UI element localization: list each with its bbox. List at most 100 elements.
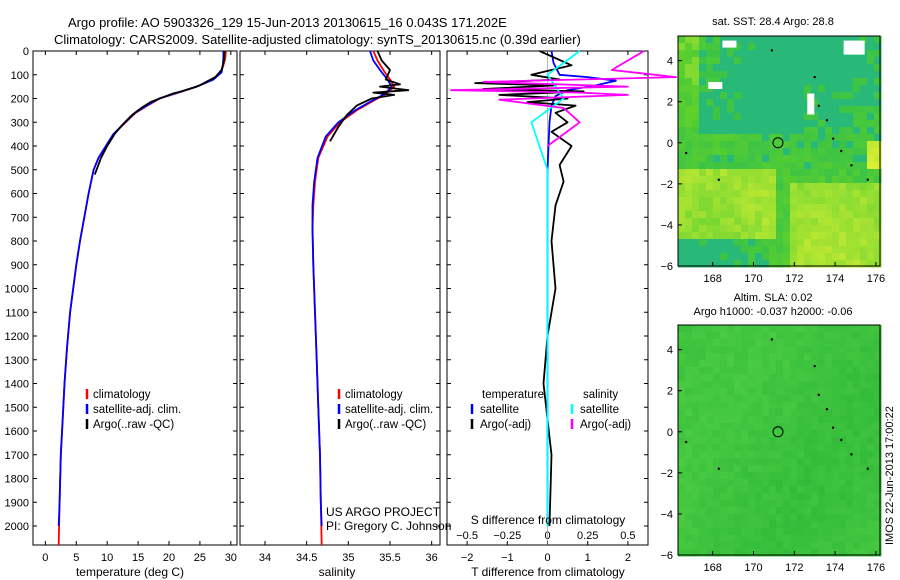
y-tick-label: −4	[660, 220, 673, 232]
map-cell	[818, 346, 826, 354]
map-cell	[678, 78, 686, 86]
map-cell	[797, 514, 805, 522]
map-cell	[727, 183, 735, 191]
map-cell	[874, 346, 882, 354]
map-cell	[685, 423, 693, 431]
map-cell	[678, 465, 686, 473]
map-cell	[867, 155, 875, 163]
map-cell	[734, 211, 742, 219]
map-cell	[867, 542, 875, 550]
map-cell	[741, 253, 749, 261]
map-cell	[839, 134, 847, 142]
map-cell	[748, 85, 756, 93]
map-cell	[713, 367, 721, 375]
map-cell	[790, 549, 798, 557]
map-cell	[818, 332, 826, 340]
map-cell	[804, 542, 812, 550]
map-cell	[741, 141, 749, 149]
map-cell	[797, 535, 805, 543]
map-cell	[832, 409, 840, 417]
map-cell	[790, 71, 798, 79]
map-cell	[734, 416, 742, 424]
map-cell	[699, 134, 707, 142]
map-cell	[734, 360, 742, 368]
map-cell	[846, 204, 854, 212]
map-cell	[832, 360, 840, 368]
map-cell	[832, 246, 840, 254]
map-cell	[783, 176, 791, 184]
map-cell	[727, 402, 735, 410]
map-cell	[846, 416, 854, 424]
map-cell	[804, 507, 812, 515]
map-cell	[678, 507, 686, 515]
map-cell	[797, 437, 805, 445]
map-cell	[699, 253, 707, 261]
map-cell	[832, 113, 840, 121]
map-cell	[741, 120, 749, 128]
map-cell	[839, 253, 847, 261]
map-cell	[748, 402, 756, 410]
map-cell	[762, 183, 770, 191]
map-cell	[790, 325, 798, 333]
map-cell	[748, 120, 756, 128]
map-cell	[790, 253, 798, 261]
map-cell	[783, 85, 791, 93]
map-cell	[853, 246, 861, 254]
map-cell	[867, 535, 875, 543]
map-cell	[825, 106, 833, 114]
map-cell	[846, 388, 854, 396]
map-cell	[692, 211, 700, 219]
map-cell	[727, 549, 735, 557]
map-cell	[692, 64, 700, 72]
map-cell	[678, 92, 686, 100]
map-cell	[846, 437, 854, 445]
x-tick-label: 15	[132, 552, 144, 564]
map-cell	[734, 141, 742, 149]
map-cell	[762, 120, 770, 128]
map-cell	[818, 162, 826, 170]
map-cell	[706, 493, 714, 501]
map-cell	[678, 211, 686, 219]
masked-cell	[807, 93, 815, 115]
map-cell	[706, 388, 714, 396]
map-cell	[741, 395, 749, 403]
map-cell	[769, 381, 777, 389]
map-cell	[867, 458, 875, 466]
legend-label: Argo(..raw -QC)	[345, 419, 426, 431]
map-cell	[713, 78, 721, 86]
map-cell	[762, 71, 770, 79]
map-cell	[755, 36, 763, 44]
map-cell	[699, 339, 707, 347]
map-cell	[846, 542, 854, 550]
map-cell	[699, 239, 707, 247]
map-cell	[727, 36, 735, 44]
map-cell	[867, 500, 875, 508]
map-cell	[699, 113, 707, 121]
temperature-xlabel: temperature (deg C)	[76, 565, 184, 579]
map-cell	[860, 395, 868, 403]
map-cell	[755, 71, 763, 79]
map-cell	[741, 514, 749, 522]
map-cell	[811, 57, 819, 65]
map-cell	[832, 211, 840, 219]
map-cell	[853, 155, 861, 163]
map-cell	[874, 549, 882, 557]
map-cell	[783, 232, 791, 240]
map-cell	[713, 183, 721, 191]
map-cell	[790, 409, 798, 417]
map-cell	[783, 183, 791, 191]
map-cell	[699, 190, 707, 198]
map-cell	[706, 360, 714, 368]
map-cell	[762, 64, 770, 72]
map-cell	[867, 64, 875, 72]
map-cell	[825, 388, 833, 396]
map-cell	[720, 50, 728, 58]
map-cell	[825, 127, 833, 135]
map-cell	[811, 451, 819, 459]
map-cell	[867, 528, 875, 536]
map-cell	[839, 444, 847, 452]
map-cell	[699, 36, 707, 44]
map-cell	[867, 106, 875, 114]
map-cell	[748, 444, 756, 452]
map-cell	[818, 430, 826, 438]
